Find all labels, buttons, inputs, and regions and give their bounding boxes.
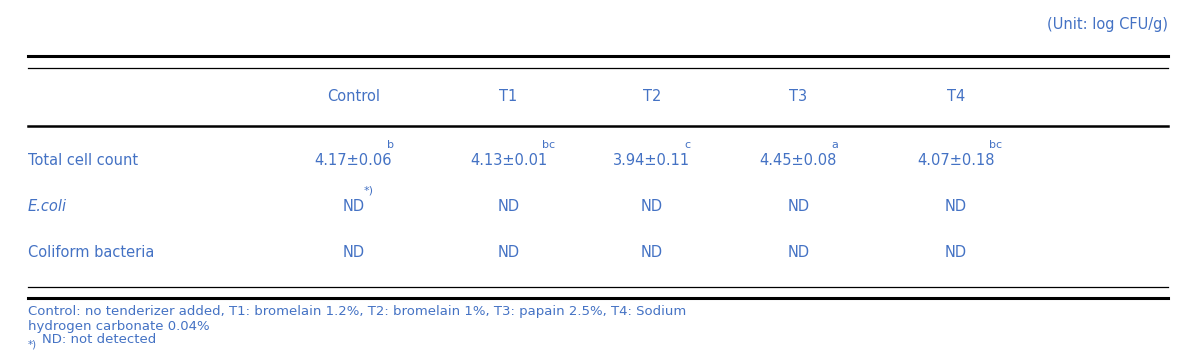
Text: ND: ND — [945, 245, 968, 260]
Text: ND: ND — [641, 245, 663, 260]
Text: T2: T2 — [642, 88, 661, 104]
Text: bc: bc — [542, 140, 555, 150]
Text: *): *) — [28, 340, 37, 350]
Text: ND: ND — [787, 245, 810, 260]
Text: 4.45±0.08: 4.45±0.08 — [759, 154, 837, 169]
Text: b: b — [386, 140, 393, 150]
Text: hydrogen carbonate 0.04%: hydrogen carbonate 0.04% — [28, 320, 209, 333]
Text: Control: no tenderizer added, T1: bromelain 1.2%, T2: bromelain 1%, T3: papain 2: Control: no tenderizer added, T1: bromel… — [28, 305, 685, 318]
Text: *): *) — [364, 186, 373, 196]
Text: (Unit: log CFU/g): (Unit: log CFU/g) — [1048, 17, 1168, 32]
Text: Control: Control — [327, 88, 380, 104]
Text: 4.17±0.06: 4.17±0.06 — [315, 154, 392, 169]
Text: bc: bc — [989, 140, 1002, 150]
Text: a: a — [831, 140, 838, 150]
Text: c: c — [685, 140, 691, 150]
Text: 4.07±0.18: 4.07±0.18 — [917, 154, 995, 169]
Text: 4.13±0.01: 4.13±0.01 — [470, 154, 547, 169]
Text: ND: ND — [498, 245, 519, 260]
Text: ND: ND — [342, 199, 365, 214]
Text: T3: T3 — [789, 88, 807, 104]
Text: T4: T4 — [947, 88, 965, 104]
Text: ND: ND — [641, 199, 663, 214]
Text: E.coli: E.coli — [28, 199, 67, 214]
Text: 3.94±0.11: 3.94±0.11 — [614, 154, 690, 169]
Text: Coliform bacteria: Coliform bacteria — [28, 245, 154, 260]
Text: T1: T1 — [500, 88, 518, 104]
Text: ND: ND — [342, 245, 365, 260]
Text: ND: not detected: ND: not detected — [42, 333, 157, 346]
Text: ND: ND — [498, 199, 519, 214]
Text: Total cell count: Total cell count — [28, 154, 138, 169]
Text: ND: ND — [945, 199, 968, 214]
Text: ND: ND — [787, 199, 810, 214]
